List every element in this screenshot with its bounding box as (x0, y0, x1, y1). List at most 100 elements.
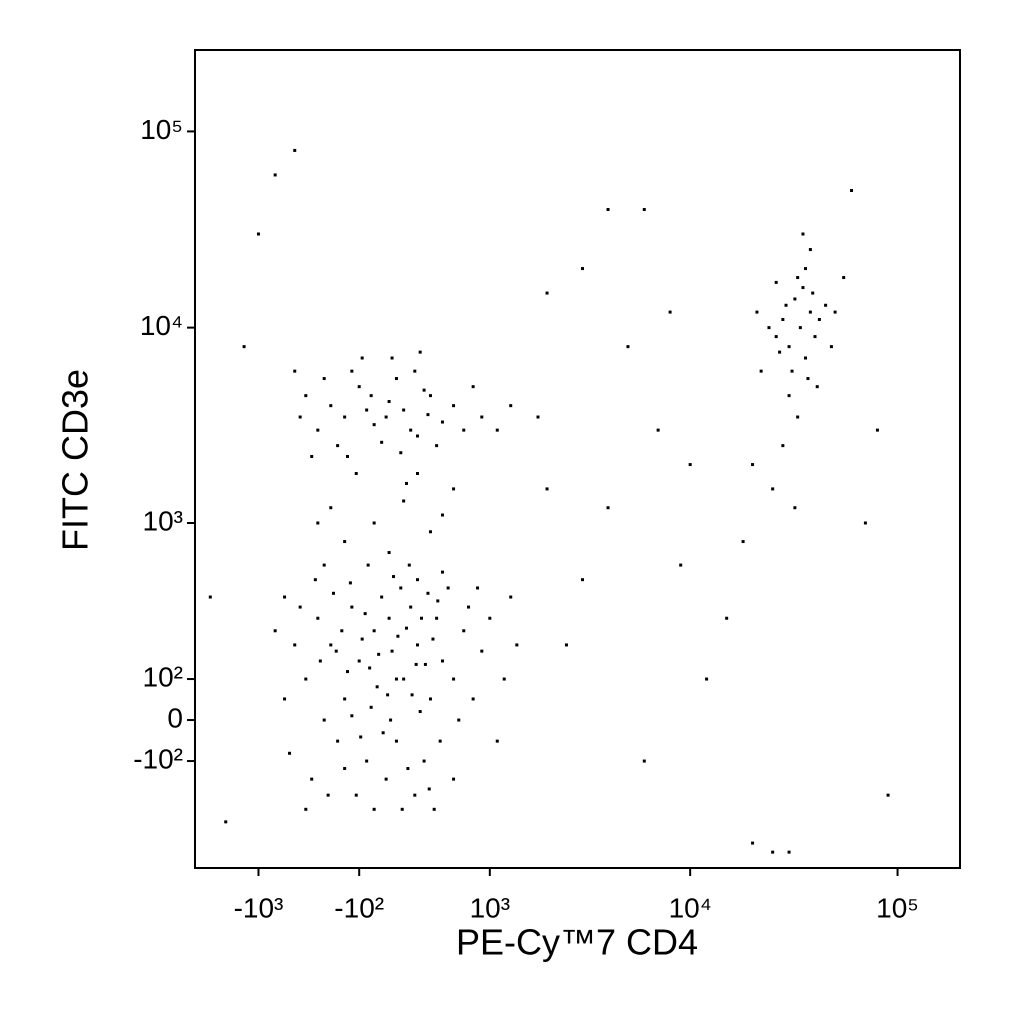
dot (407, 563, 411, 567)
dot (509, 404, 513, 408)
dot (350, 369, 354, 373)
dot (813, 335, 817, 339)
dot (416, 578, 420, 582)
dot (380, 440, 384, 444)
dot (389, 718, 393, 722)
dot (402, 408, 406, 412)
dot (688, 463, 692, 467)
dot (431, 637, 435, 641)
dot (824, 303, 828, 307)
dot (343, 697, 347, 701)
dot (380, 595, 384, 599)
dot (755, 310, 759, 314)
dot (796, 415, 800, 419)
dot (790, 369, 794, 373)
dot (400, 807, 404, 811)
dot (357, 659, 361, 663)
dot (283, 595, 287, 599)
x-tick-label: 10⁵ (876, 892, 919, 923)
dot (495, 739, 499, 743)
dot (771, 850, 775, 854)
dot (318, 659, 322, 663)
dot (381, 731, 385, 735)
dot (384, 415, 388, 419)
dot (334, 649, 338, 653)
dot (350, 714, 354, 718)
dot (580, 267, 584, 271)
dot (787, 394, 791, 398)
dot (751, 463, 755, 467)
dot (829, 345, 833, 349)
dot (679, 563, 683, 567)
dot (778, 350, 782, 354)
dot (336, 739, 340, 743)
dot (536, 415, 540, 419)
dot (343, 415, 347, 419)
dot (422, 388, 426, 392)
dot (467, 605, 471, 609)
dot (471, 697, 475, 701)
y-tick-label: 10³ (143, 505, 183, 536)
dot (365, 759, 369, 763)
dot (784, 303, 788, 307)
dot (409, 605, 413, 609)
dot (438, 739, 442, 743)
dot (476, 586, 480, 590)
dot (793, 506, 797, 510)
y-tick-label: 10² (143, 661, 183, 692)
dot (440, 570, 444, 574)
dot (326, 793, 330, 797)
dot (359, 735, 363, 739)
dot (298, 605, 302, 609)
dot (409, 428, 413, 432)
dot (402, 499, 406, 503)
dot (387, 616, 391, 620)
dot (452, 677, 456, 681)
dot (642, 759, 646, 763)
dot (642, 208, 646, 212)
dot (322, 377, 326, 381)
dot (480, 415, 484, 419)
dot (348, 581, 352, 585)
dot (365, 408, 369, 412)
dot (428, 394, 432, 398)
dot (331, 591, 335, 595)
dot (304, 677, 308, 681)
dot (346, 454, 350, 458)
dot (310, 454, 314, 458)
dot (224, 820, 228, 824)
dot (850, 188, 854, 192)
dot (440, 513, 444, 517)
dot (384, 777, 388, 781)
dot (817, 318, 821, 322)
dot (242, 345, 246, 349)
dot (340, 629, 344, 633)
y-tick-label: 0 (167, 702, 183, 733)
dot (316, 521, 320, 525)
dot (545, 291, 549, 295)
dot (375, 685, 379, 689)
dot (416, 471, 420, 475)
dot (304, 394, 308, 398)
dot (793, 297, 797, 301)
dot (863, 521, 867, 525)
dot (366, 563, 370, 567)
dot (886, 793, 890, 797)
dot (488, 616, 492, 620)
x-axis-label: PE-Cy™7 CD4 (456, 922, 698, 963)
dot (502, 677, 506, 681)
dot (399, 586, 403, 590)
dot (580, 578, 584, 582)
dot (462, 629, 466, 633)
dot (372, 521, 376, 525)
dot (656, 428, 660, 432)
dot (564, 643, 568, 647)
dot (313, 578, 317, 582)
dot (808, 248, 812, 252)
dot (273, 629, 277, 633)
dot (360, 356, 364, 360)
dot (354, 793, 358, 797)
dot (426, 413, 430, 417)
dot (322, 718, 326, 722)
